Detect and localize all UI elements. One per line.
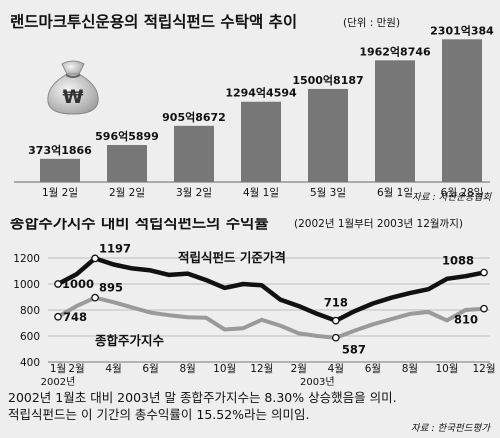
bar xyxy=(442,39,482,183)
bar xyxy=(107,145,147,182)
x-tick-label: 8월 xyxy=(402,363,418,375)
bar-category-label: 2월 2일 xyxy=(109,186,145,199)
point-marker xyxy=(54,312,62,321)
line-chart-subtitle: (2002년 1월부터 2003년 12월까지) xyxy=(294,218,463,230)
fund-price-line xyxy=(56,256,485,323)
bar xyxy=(241,101,281,182)
point-value-label: 748 xyxy=(63,310,87,324)
point-marker xyxy=(331,333,340,342)
bar-category-label: 6월 28일 xyxy=(441,186,484,199)
bar-chart-title: 랜드마크투신운용의 적립식펀드 수탁액 추이 xyxy=(10,12,297,31)
x-tick-label: 6월 xyxy=(142,363,158,375)
caption: 2002년 1월초 대비 2003년 말 종합주가지수는 8.30% 상승했음을… xyxy=(8,389,492,423)
x-tick-label: 10월 xyxy=(213,363,236,375)
bar-category-label: 4월 1일 xyxy=(243,186,279,199)
bar xyxy=(174,125,214,182)
line-chart-source: 자료 : 한국펀드평가 xyxy=(410,423,490,434)
x-tick-label: 10월 xyxy=(435,363,458,375)
point-value-label: 587 xyxy=(342,343,366,357)
bar xyxy=(308,88,348,182)
y-tick-label: 400 xyxy=(20,357,40,369)
x-year-label: 2002년 xyxy=(41,376,76,388)
bar-value-label: 1294억4594 xyxy=(225,87,297,100)
point-value-label: 895 xyxy=(99,281,123,295)
bar-value-label: 1962억8746 xyxy=(359,45,431,58)
kospi-index-line xyxy=(56,295,485,340)
bar xyxy=(375,60,415,182)
bar xyxy=(40,158,80,182)
line-chart-title: 종합주가지수 대비 적립식펀드의 수익률 xyxy=(10,218,269,232)
bar-category-label: 3월 2일 xyxy=(176,186,212,199)
bar-value-label: 905억8672 xyxy=(162,111,226,124)
point-marker xyxy=(480,304,488,313)
index-series-label: 종합주가지수 xyxy=(95,333,165,348)
x-tick-label: 12월 xyxy=(250,363,273,375)
point-marker xyxy=(480,268,488,277)
bar-value-label: 2301억384 xyxy=(430,24,494,37)
point-marker xyxy=(331,316,340,325)
caption-line-1: 2002년 1월초 대비 2003년 말 종합주가지수는 8.30% 상승했음을… xyxy=(8,390,397,405)
x-tick-label: 2월 xyxy=(291,363,307,375)
money-bag-icon: ₩ xyxy=(47,60,99,115)
bar-value-label: 596억5899 xyxy=(95,130,159,143)
return-line-chart: 종합주가지수 대비 적립식펀드의 수익률 (2002년 1월부터 2003년 1… xyxy=(10,218,496,388)
x-tick-label: 4월 xyxy=(105,363,121,375)
x-tick-label: 8월 xyxy=(179,363,195,375)
y-tick-label: 1000 xyxy=(13,279,40,291)
point-value-label: 1000 xyxy=(62,277,94,291)
x-tick-label: 4월 xyxy=(328,363,344,375)
caption-line-2: 적립식펀드는 이 기간의 총수익률이 15.52%라는 의미임. xyxy=(8,407,310,422)
y-tick-label: 600 xyxy=(20,331,40,343)
y-tick-label: 1200 xyxy=(13,253,40,265)
point-marker xyxy=(91,254,99,263)
won-symbol: ₩ xyxy=(63,86,84,108)
bar-chart-unit: (단위 : 만원) xyxy=(343,16,400,29)
y-tick-label: 800 xyxy=(20,305,40,317)
x-year-label: 2003년 xyxy=(300,376,335,388)
bar-category-label: 1월 2일 xyxy=(42,186,78,199)
bar-category-label: 6월 1일 xyxy=(377,186,413,199)
bar-chart-source: 자료 : 자산운용협회 xyxy=(412,192,492,203)
x-tick-label: 2월 xyxy=(68,363,84,375)
bar-value-label: 1500억8187 xyxy=(292,74,363,87)
point-value-label: 718 xyxy=(324,296,348,310)
bar-category-label: 5월 3일 xyxy=(310,186,346,199)
point-value-label: 1197 xyxy=(99,241,131,255)
fund-series-label: 적립식펀드 기준가격 xyxy=(178,250,286,265)
x-tick-label: 12월 xyxy=(472,363,495,375)
point-value-label: 1088 xyxy=(442,254,474,268)
point-marker xyxy=(91,293,99,302)
fund-assets-bar-chart: 랜드마크투신운용의 적립식펀드 수탁액 추이 (단위 : 만원) 373억186… xyxy=(10,12,494,203)
point-marker xyxy=(54,280,62,288)
point-value-label: 810 xyxy=(454,313,478,327)
x-tick-label: 6월 xyxy=(365,363,381,375)
x-tick-label: 1월 xyxy=(50,363,66,375)
bar-value-label: 373억1866 xyxy=(28,144,92,157)
